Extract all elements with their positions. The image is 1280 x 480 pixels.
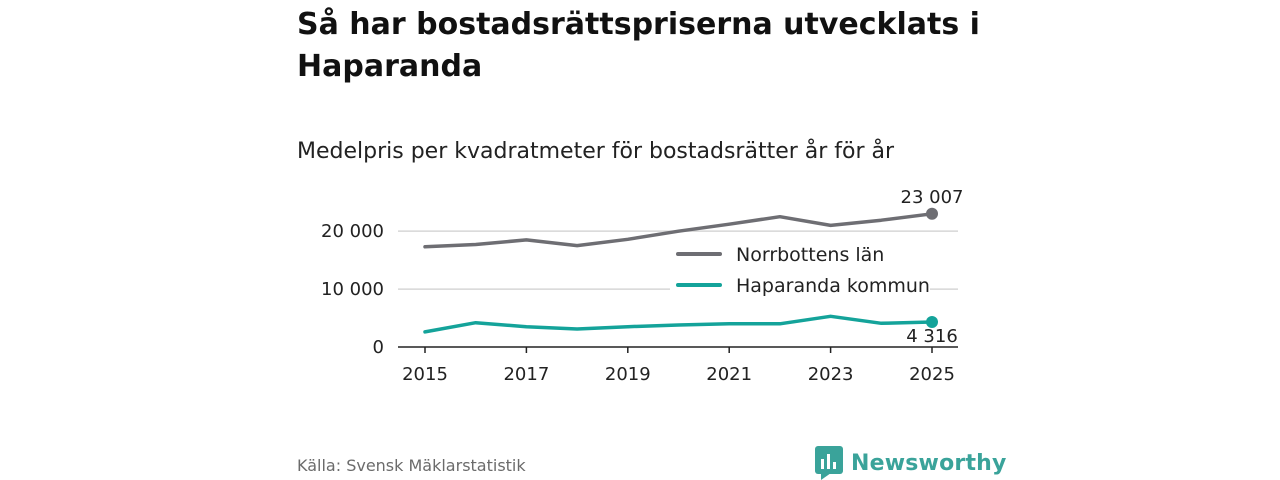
legend-label-haparanda: Haparanda kommun <box>736 275 930 297</box>
x-tick-label: 2017 <box>503 364 549 385</box>
legend-label-norrbotten: Norrbottens län <box>736 244 884 266</box>
series-line-haparanda <box>423 314 934 334</box>
x-tick-label: 2019 <box>605 364 651 385</box>
y-tick-label: 0 <box>373 337 384 358</box>
end-value-label: 4 316 <box>906 326 958 347</box>
brand-logo: Newsworthy <box>815 446 1007 480</box>
x-tick-label: 2015 <box>402 364 448 385</box>
end-point-norrbotten <box>926 207 938 220</box>
bar-chart-speech-bubble-icon <box>815 446 843 480</box>
x-tick-label: 2025 <box>909 364 955 385</box>
source-note: Källa: Svensk Mäklarstatistik <box>297 456 526 475</box>
y-tick-label: 20 000 <box>321 221 384 242</box>
series-line-norrbotten <box>423 212 934 249</box>
y-tick-label: 10 000 <box>321 279 384 300</box>
x-tick-label: 2021 <box>706 364 752 385</box>
chart-subtitle: Medelpris per kvadratmeter för bostadsrä… <box>297 139 895 164</box>
end-value-label: 23 007 <box>901 187 964 208</box>
end-point-haparanda <box>926 316 938 329</box>
legend-background <box>670 236 930 300</box>
chart-title: Så har bostadsrättspriserna utvecklats i… <box>297 7 980 84</box>
x-tick-label: 2023 <box>808 364 854 385</box>
brand-name: Newsworthy <box>851 450 1007 476</box>
